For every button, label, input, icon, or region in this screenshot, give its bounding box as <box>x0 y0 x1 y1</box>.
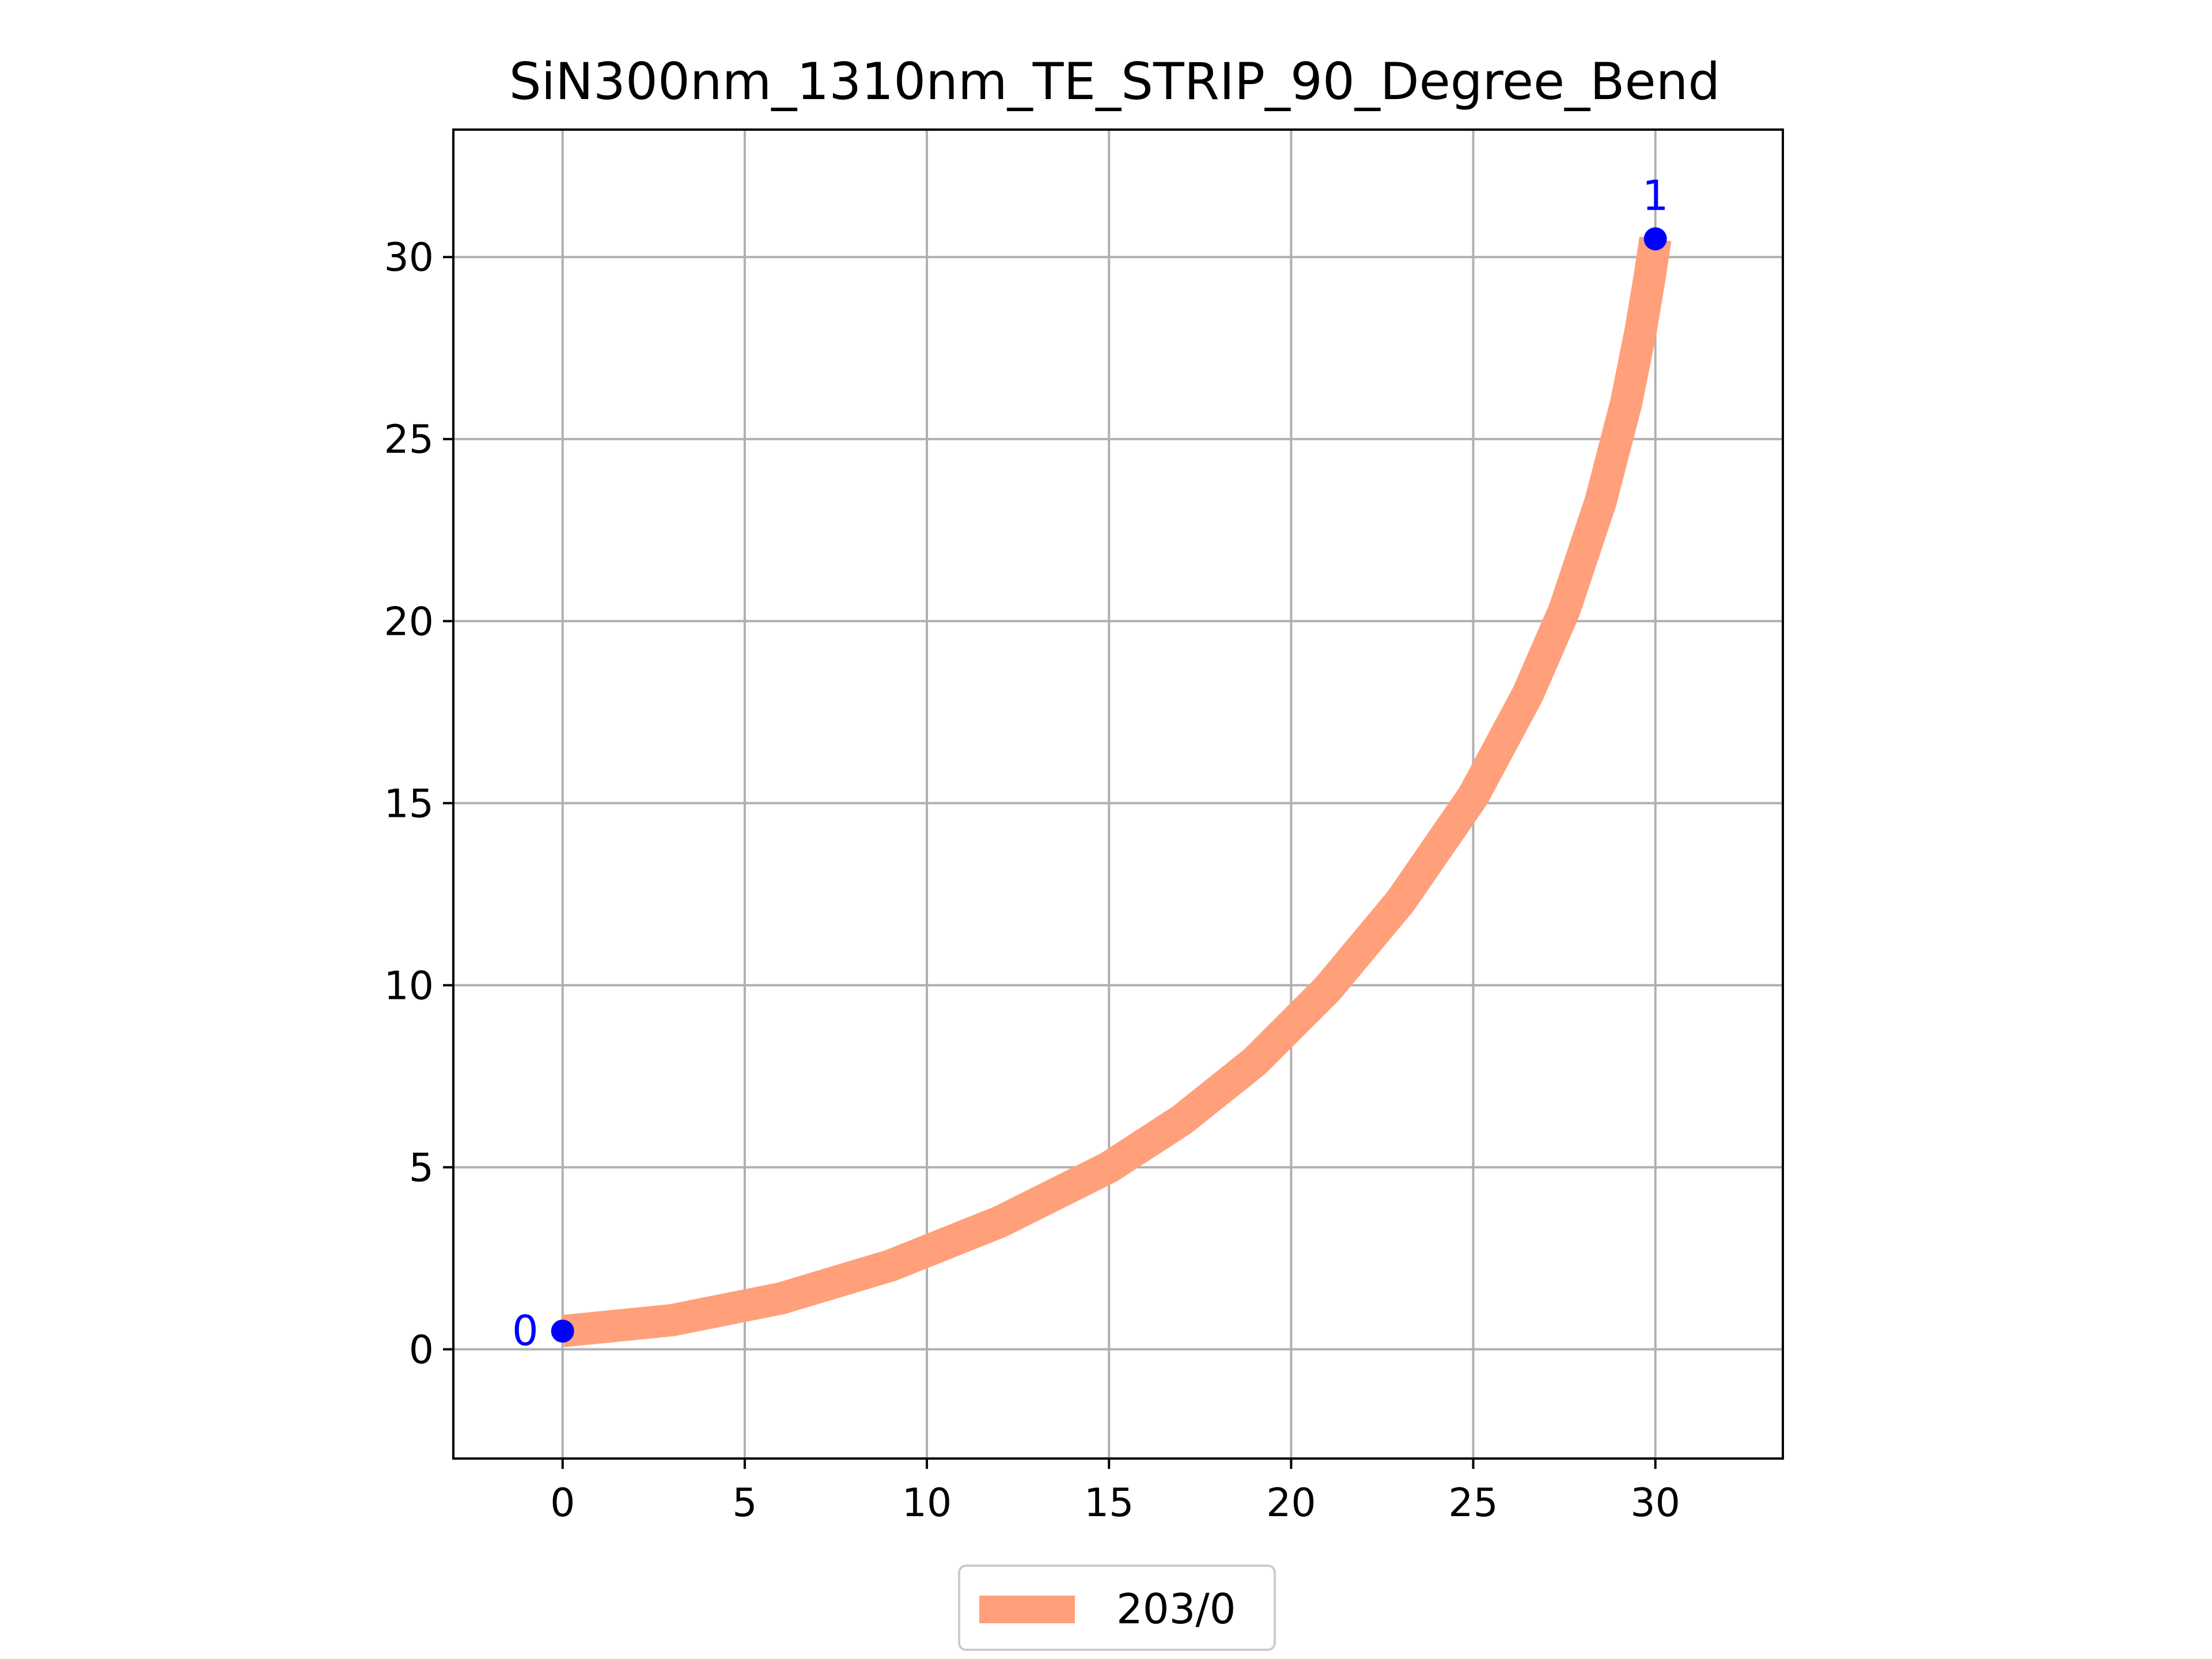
x-tick-label: 15 <box>1084 1480 1134 1526</box>
y-tick-label: 15 <box>384 781 434 827</box>
y-tick-label: 25 <box>384 417 434 463</box>
port-marker-0 <box>551 1319 574 1343</box>
x-tick-label: 10 <box>902 1480 952 1526</box>
series-line-203-0 <box>560 236 1672 1347</box>
y-axis-ticks: 0 5 10 15 20 25 30 <box>384 235 453 1373</box>
legend-label: 203/0 <box>1116 1585 1236 1633</box>
legend-swatch <box>979 1596 1075 1623</box>
axes-frame <box>452 128 1784 1460</box>
y-tick-label: 20 <box>384 599 434 645</box>
y-tick-label: 5 <box>409 1145 434 1191</box>
x-tick-label: 20 <box>1266 1480 1316 1526</box>
y-tick-label: 10 <box>384 963 434 1009</box>
x-tick-label: 0 <box>550 1480 575 1526</box>
chart-title: SiN300nm_1310nm_TE_STRIP_90_Degree_Bend <box>509 52 1721 111</box>
y-tick-label: 30 <box>384 235 434 281</box>
plot-series <box>560 236 1672 1347</box>
x-tick-label: 5 <box>732 1480 757 1526</box>
x-axis-ticks: 0 5 10 15 20 25 30 <box>550 1459 1680 1526</box>
port-markers: 01 <box>512 172 1669 1355</box>
legend-frame <box>958 1565 1276 1651</box>
port-marker-1 <box>1643 227 1667 251</box>
legend: 203/0 <box>958 1565 1276 1651</box>
x-tick-label: 30 <box>1630 1480 1680 1526</box>
port-label-1: 1 <box>1642 172 1669 220</box>
y-tick-label: 0 <box>409 1327 434 1373</box>
port-label-0: 0 <box>512 1306 539 1355</box>
x-tick-label: 25 <box>1448 1480 1498 1526</box>
